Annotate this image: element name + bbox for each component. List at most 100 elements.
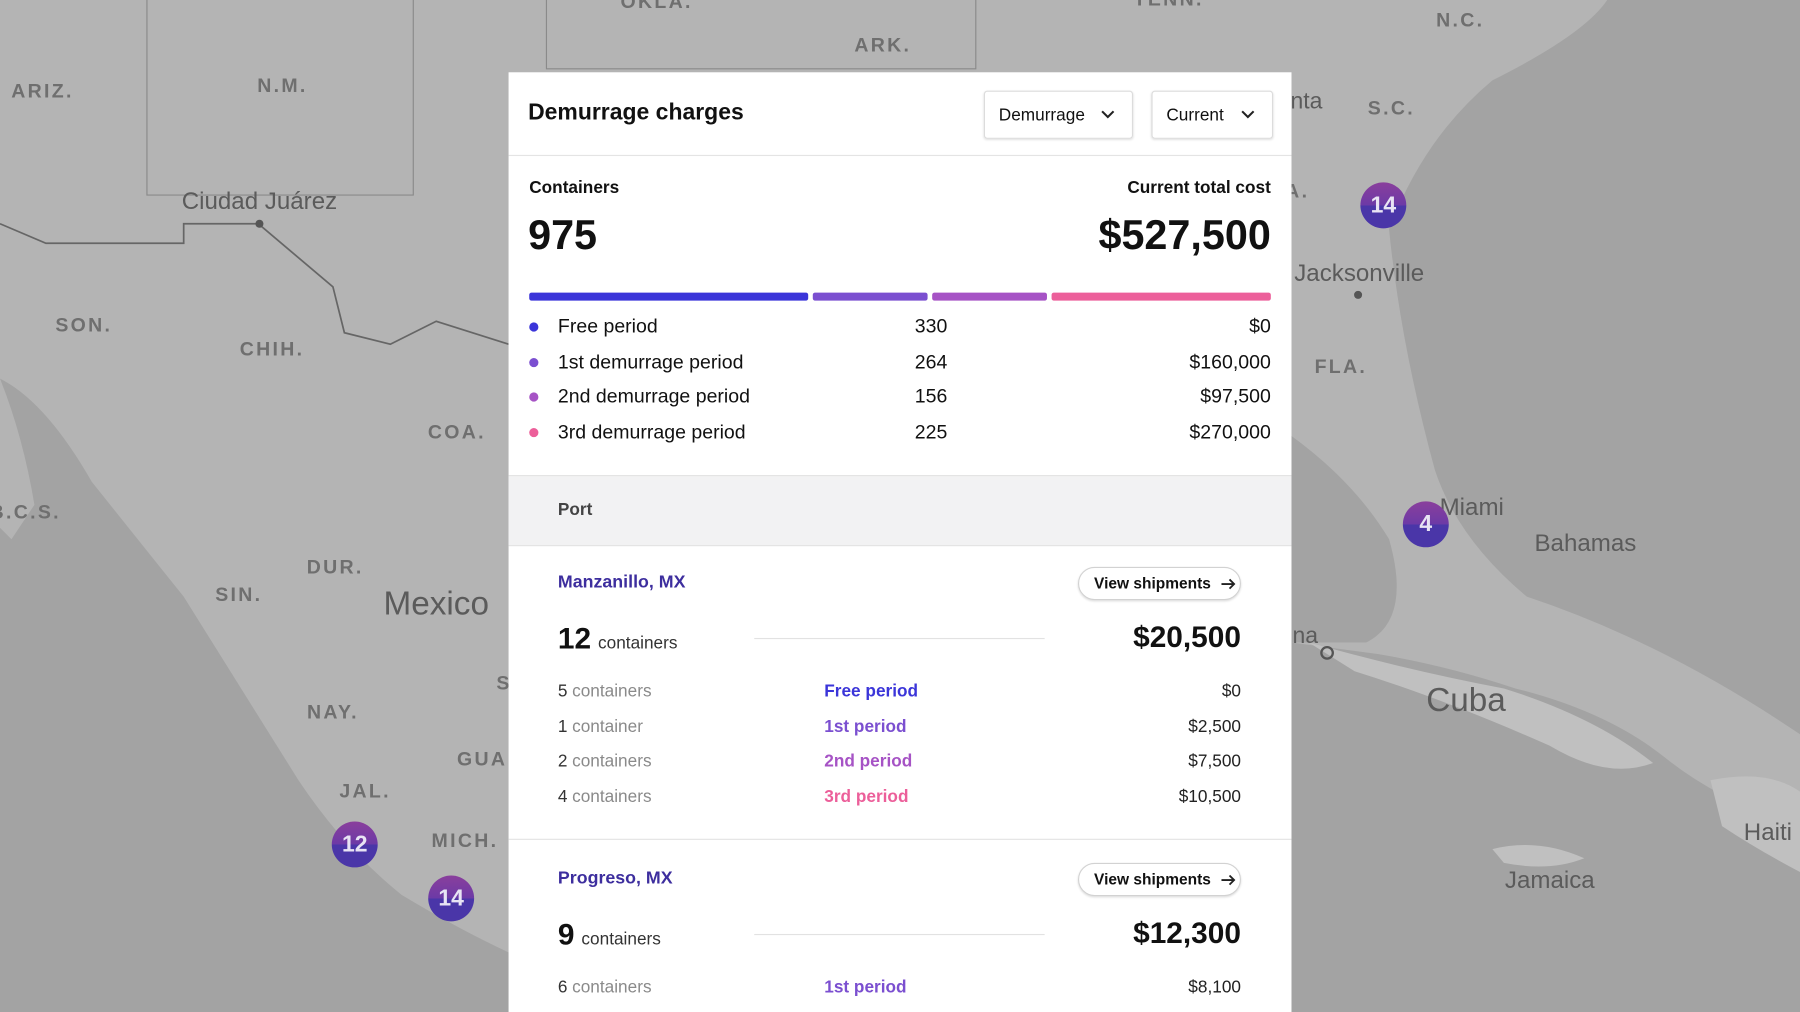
row-cost: $0 (1221, 681, 1241, 702)
chevron (1241, 110, 1255, 119)
row-cost: $2,500 (1188, 716, 1241, 737)
row-count-unit: containers (572, 977, 652, 998)
map-label: DUR. (306, 556, 364, 579)
chevron (1101, 110, 1115, 119)
period-dot (529, 427, 539, 437)
containers-value: 975 (528, 211, 598, 259)
row-count: 2 containers (558, 752, 652, 772)
row-cost: $8,100 (1188, 977, 1241, 998)
divider (508, 154, 1292, 157)
map-label: S.C. (1367, 97, 1415, 120)
demurrage-panel: Demurrage charges Demurrage Current Contain… (508, 72, 1292, 1012)
dropdown-label: Demurrage (998, 104, 1085, 125)
map-label: Cuba (1426, 682, 1506, 719)
row-count: 5 containers (558, 682, 652, 702)
cost-value: $527,500 (1098, 211, 1271, 259)
button-label: View shipments (1094, 870, 1211, 889)
map-label: na (1292, 623, 1319, 649)
dropdown[interactable]: Current (1151, 90, 1274, 139)
map-cluster[interactable]: 14 (1360, 182, 1407, 229)
map-label: N.M. (257, 74, 308, 97)
progress-segment (932, 292, 1047, 301)
row-cost: $10,500 (1178, 786, 1241, 807)
row-period: Free period (824, 681, 919, 702)
count-number: 9 (557, 916, 575, 952)
map-label: GUA (457, 748, 508, 770)
period-dot (529, 322, 539, 332)
arrow-icon (1221, 874, 1236, 885)
period-cost: $97,500 (1200, 385, 1271, 408)
period-name: 2nd demurrage period (557, 385, 750, 408)
map-label: ARIZ. (11, 80, 74, 103)
port-name[interactable]: Progreso, MX (557, 868, 673, 889)
row-count-unit: containers (572, 751, 652, 772)
map-label: ARK. (854, 34, 912, 57)
arrow-icon (1221, 578, 1236, 589)
port-count: 12 containers (558, 621, 678, 657)
map-cluster[interactable]: 12 (331, 821, 378, 868)
view-shipments-button[interactable]: View shipments (1077, 862, 1241, 897)
row-count-number: 6 (557, 977, 568, 998)
progress-segment (529, 292, 809, 301)
row-count-number: 4 (557, 786, 568, 807)
map-label: COA. (427, 421, 486, 443)
port-count: 9 containers (558, 917, 661, 953)
port-total: $12,300 (1133, 915, 1241, 951)
period-name: 3rd demurrage period (557, 420, 746, 443)
view-shipments-button[interactable]: View shipments (1077, 566, 1241, 601)
port-name[interactable]: Manzanillo, MX (557, 572, 686, 593)
rule (754, 933, 1045, 936)
row-count-number: 2 (557, 751, 568, 772)
row-period: 2nd period (824, 751, 913, 772)
row-count-number: 5 (557, 681, 568, 702)
map-cluster[interactable]: 4 (1402, 501, 1449, 548)
port-header: Port (557, 500, 593, 520)
divider (508, 838, 1292, 840)
period-name: 1st demurrage period (557, 350, 744, 373)
row-cost: $7,500 (1188, 751, 1241, 772)
map-label: MICH. (431, 829, 499, 852)
map-label: Jamaica (1504, 867, 1595, 894)
row-count-unit: containers (572, 681, 652, 702)
count-unit: containers (581, 929, 661, 949)
period-dot (529, 392, 539, 402)
dropdown[interactable]: Demurrage (983, 90, 1134, 139)
map-label: JAL. (339, 780, 391, 803)
map-label: NAY. (306, 701, 359, 723)
map-cluster[interactable]: 14 (428, 875, 475, 922)
map-label: SON. (55, 314, 113, 337)
row-count-number: 1 (557, 716, 568, 737)
panel-title: Demurrage charges (528, 99, 744, 126)
map-label: Haiti (1743, 819, 1793, 846)
row-count-unit: containers (572, 786, 652, 807)
map-label: Mexico (383, 585, 489, 623)
map-label: OKLA. (620, 0, 693, 13)
rule (754, 637, 1045, 640)
map-label: nta (1290, 88, 1323, 115)
map-label: Jacksonville (1294, 260, 1425, 287)
period-cost: $160,000 (1189, 350, 1271, 373)
map-label: SIN. (215, 584, 263, 606)
containers-label: Containers (529, 177, 620, 198)
period-cost: $270,000 (1189, 420, 1271, 443)
row-count: 6 containers (558, 978, 652, 998)
row-period: 3rd period (824, 786, 909, 807)
period-cost: $0 (1249, 315, 1271, 338)
map-label: CHIH. (239, 338, 305, 361)
map-label: S (496, 672, 512, 695)
row-count: 1 container (558, 717, 643, 737)
row-period: 1st period (824, 716, 907, 737)
map-label: FLA. (1314, 355, 1368, 378)
progress-segment (812, 292, 928, 301)
row-count: 4 containers (558, 787, 652, 807)
row-period: 1st period (824, 977, 907, 998)
row-count-unit: container (572, 716, 643, 737)
map-label: B.C.S. (0, 501, 61, 524)
dropdown-label: Current (1166, 104, 1224, 125)
count-unit: containers (598, 633, 678, 653)
count-number: 12 (557, 620, 592, 656)
period-dot (529, 357, 539, 367)
map-label: N.C. (1436, 9, 1485, 31)
